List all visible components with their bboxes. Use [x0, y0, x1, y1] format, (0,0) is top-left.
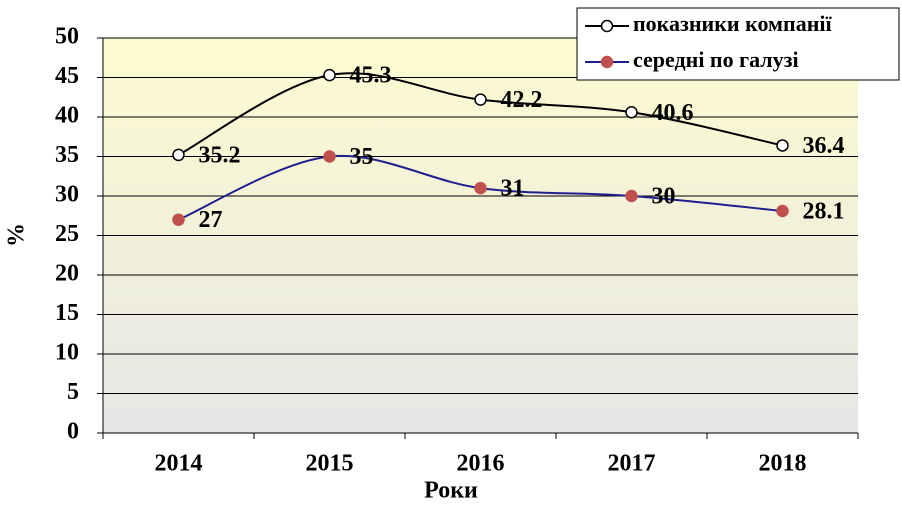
- x-tick-label: 2018: [759, 451, 807, 477]
- y-tick-label: 5: [67, 379, 79, 405]
- legend-label: середні по галузі: [633, 47, 799, 72]
- data-label: 30: [652, 184, 676, 210]
- x-tick-label: 2015: [306, 451, 354, 477]
- y-tick-label: 45: [55, 63, 79, 89]
- marker: [172, 148, 185, 162]
- y-tick-label: 50: [55, 24, 79, 50]
- x-tick-label: 2014: [155, 451, 203, 477]
- data-label: 36.4: [803, 133, 845, 159]
- legend-box: [576, 7, 900, 81]
- marker: [323, 68, 336, 82]
- marker: [474, 181, 487, 195]
- x-tick-label: 2017: [608, 451, 656, 477]
- data-label: 45.3: [350, 63, 392, 89]
- y-tick-label: 0: [67, 419, 79, 445]
- marker: [323, 150, 336, 163]
- x-tick-label: 2016: [457, 451, 505, 477]
- data-label: 31: [501, 176, 525, 202]
- data-label: 35.2: [199, 142, 241, 168]
- marker: [776, 204, 789, 218]
- legend-label: показники компанії: [633, 11, 832, 36]
- marker: [625, 106, 638, 119]
- data-label: 42.2: [501, 87, 543, 113]
- y-tick-label: 10: [55, 340, 79, 366]
- y-tick-label: 20: [55, 261, 79, 287]
- y-tick-label: 30: [55, 182, 79, 208]
- marker: [474, 93, 487, 106]
- x-axis-label: Роки: [424, 478, 478, 504]
- y-tick-label: 35: [55, 142, 79, 168]
- legend-marker: [600, 55, 614, 69]
- y-tick-label: 25: [55, 221, 79, 247]
- y-tick-label: 40: [55, 103, 79, 129]
- data-label: 40.6: [652, 100, 694, 126]
- marker: [172, 213, 185, 226]
- data-label: 35: [350, 144, 374, 170]
- y-axis-label: %: [4, 223, 30, 247]
- data-label: 28.1: [803, 199, 845, 225]
- y-tick-label: 15: [55, 300, 79, 326]
- legend-marker: [600, 19, 614, 33]
- data-label: 27: [199, 207, 223, 233]
- marker: [625, 189, 638, 203]
- marker: [776, 139, 789, 152]
